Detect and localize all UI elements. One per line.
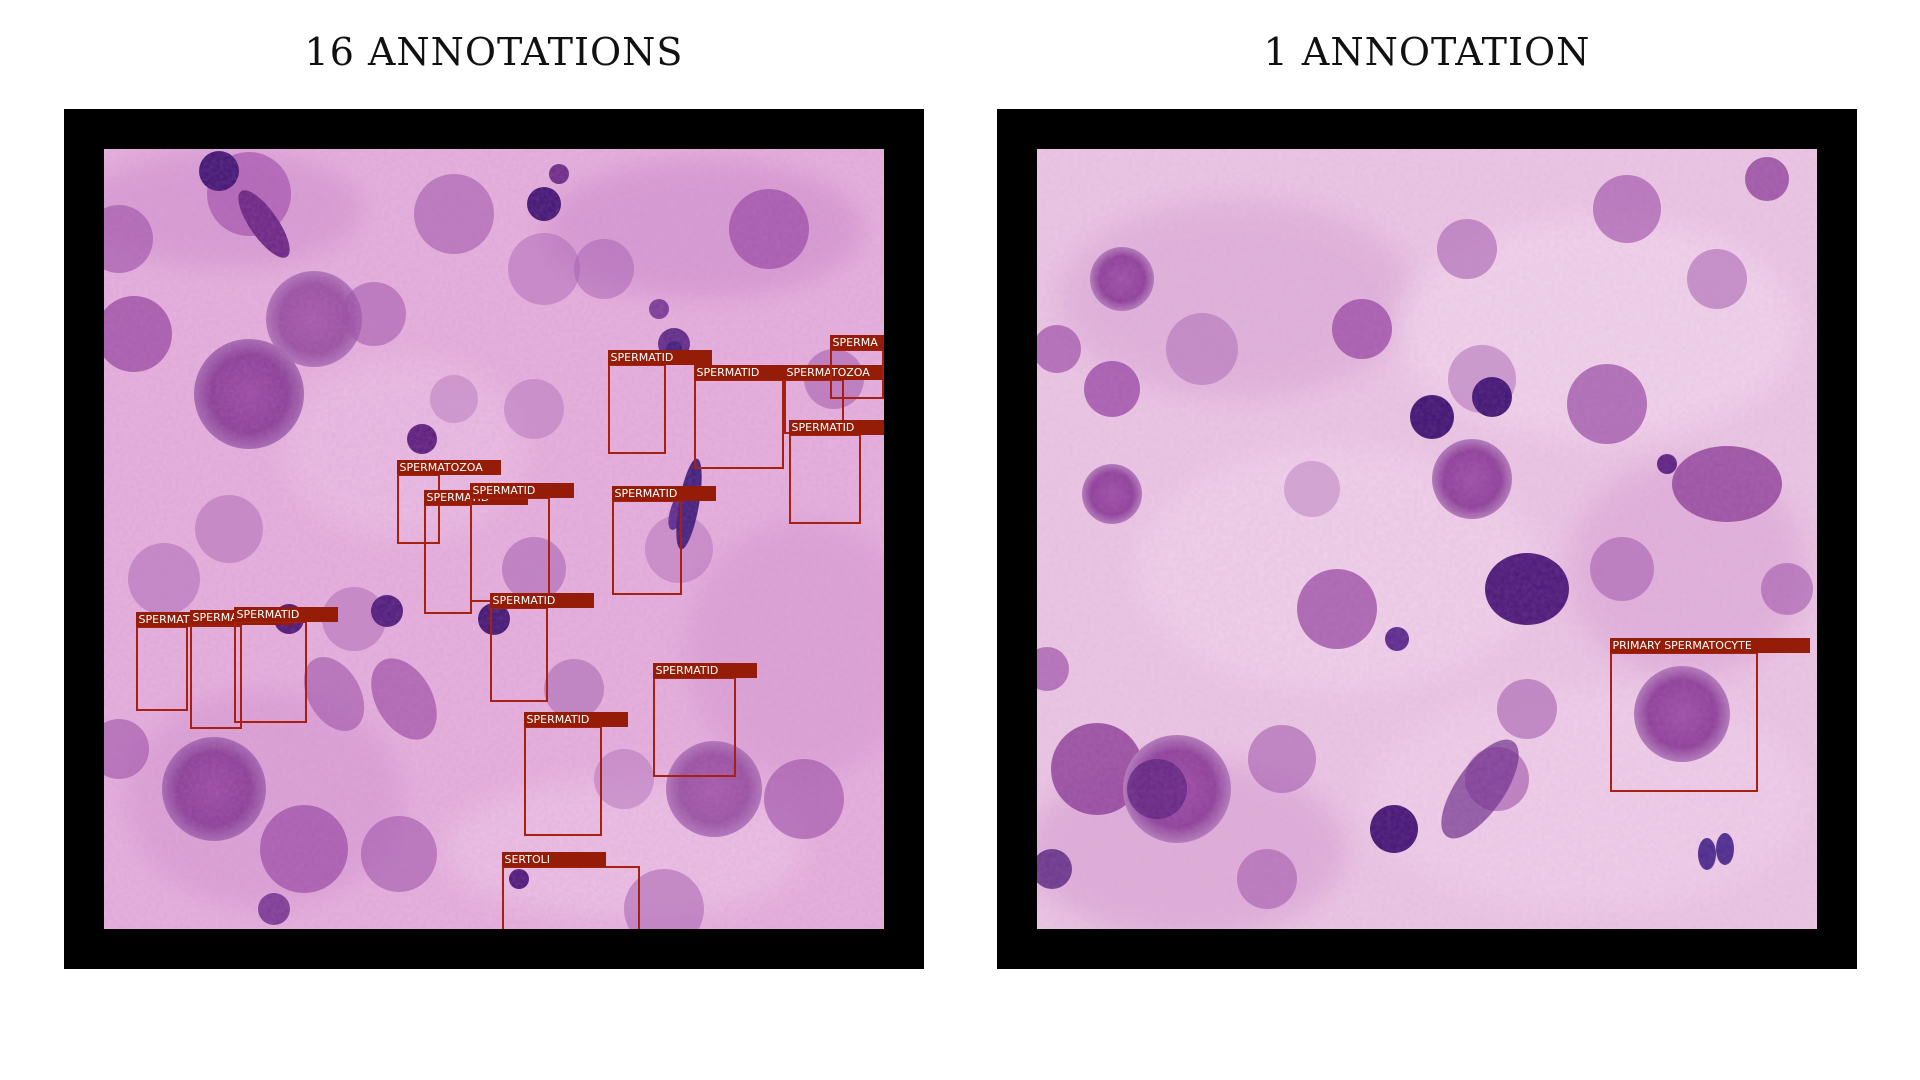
annotation-box[interactable]: SPERMATID bbox=[135, 612, 240, 711]
annotation-label: SPERMATID bbox=[652, 663, 757, 678]
annotation-label: SPERMATOZOA bbox=[396, 460, 501, 475]
annotation-label: SERTOLI bbox=[501, 852, 606, 867]
annotation-box[interactable]: SPERMATID bbox=[693, 365, 798, 469]
annotation-label: SPERMATID bbox=[693, 365, 798, 380]
tissue-texture-right bbox=[1037, 149, 1817, 929]
annotation-label: SPERMATID bbox=[607, 350, 712, 365]
annotation-box[interactable]: SPERMATID bbox=[423, 490, 528, 614]
panel-title-left: 16 ANNOTATIONS bbox=[304, 30, 684, 74]
annotation-box[interactable]: SPERMATID bbox=[523, 712, 628, 836]
annotation-box[interactable]: SPERMATID bbox=[611, 486, 716, 595]
panel-title-right: 1 ANNOTATION bbox=[1263, 30, 1591, 74]
annotation-box[interactable]: SPERMATID bbox=[652, 663, 757, 777]
image-frame-right: PRIMARY SPERMATOCYTE bbox=[997, 109, 1857, 969]
annotation-box[interactable]: SERTOLI bbox=[501, 852, 640, 929]
annotation-label: PRIMARY SPERMATOCYTE bbox=[1609, 638, 1810, 653]
annotation-label: SPERMATID bbox=[233, 607, 338, 622]
annotation-box[interactable]: SPERMATID bbox=[788, 420, 884, 524]
annotation-label: SPERMATID bbox=[611, 486, 716, 501]
histology-image-left: SPERMATID SPERMATID SPERMATOZOA SPERMA SPERM… bbox=[104, 149, 884, 929]
histology-image-right: PRIMARY SPERMATOCYTE bbox=[1037, 149, 1817, 929]
annotation-label: SPERMA bbox=[829, 335, 884, 350]
annotation-box[interactable]: SPERMATID bbox=[607, 350, 712, 454]
annotation-box[interactable]: PRIMARY SPERMATOCYTE bbox=[1609, 638, 1810, 792]
annotation-box[interactable]: SPERMATOZOA bbox=[396, 460, 501, 544]
annotation-box[interactable]: SPERMATID bbox=[233, 607, 338, 723]
annotation-box[interactable]: SPERMA bbox=[829, 335, 884, 399]
annotation-label: SPERMATOZOA bbox=[783, 365, 884, 380]
tissue-texture-left bbox=[104, 149, 884, 929]
annotation-label: SPERMATID bbox=[523, 712, 628, 727]
annotation-label: SPERMATID bbox=[788, 420, 884, 435]
image-frame-left: SPERMATID SPERMATID SPERMATOZOA SPERMA SPERM… bbox=[64, 109, 924, 969]
annotation-label: SPERMATID bbox=[469, 483, 574, 498]
annotation-box[interactable]: SPERMATID bbox=[469, 483, 574, 602]
annotation-box[interactable]: SPERMATID bbox=[489, 593, 594, 702]
annotation-label: SPERMATID bbox=[489, 593, 594, 608]
